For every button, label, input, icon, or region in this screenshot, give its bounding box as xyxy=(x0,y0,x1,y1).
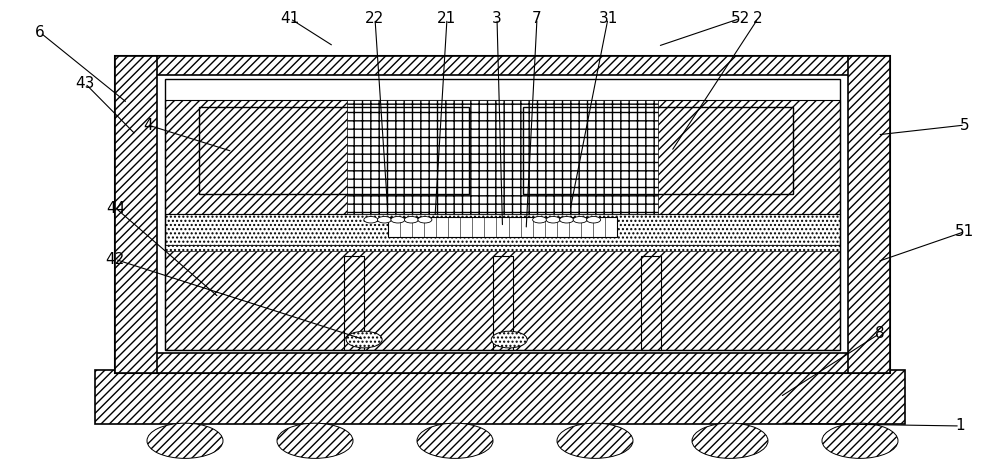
Circle shape xyxy=(560,217,574,223)
Bar xyxy=(165,245,840,350)
Bar xyxy=(95,370,905,424)
Circle shape xyxy=(491,331,527,348)
Circle shape xyxy=(364,217,378,223)
Circle shape xyxy=(404,217,418,223)
Bar xyxy=(165,100,840,214)
Text: 1: 1 xyxy=(955,419,965,433)
Bar xyxy=(115,56,890,373)
Text: 51: 51 xyxy=(955,224,975,239)
Text: 22: 22 xyxy=(365,11,385,26)
Bar xyxy=(115,56,890,75)
Circle shape xyxy=(391,217,405,223)
Circle shape xyxy=(346,331,382,348)
Bar xyxy=(523,107,793,194)
Circle shape xyxy=(377,217,391,223)
Circle shape xyxy=(277,423,353,458)
Text: 2: 2 xyxy=(753,11,763,26)
Text: 42: 42 xyxy=(105,252,125,267)
Bar xyxy=(115,56,157,373)
Bar xyxy=(165,214,840,245)
Circle shape xyxy=(573,217,587,223)
Bar xyxy=(848,56,890,373)
Circle shape xyxy=(587,217,601,223)
Bar xyxy=(165,245,840,251)
Text: 7: 7 xyxy=(532,11,542,26)
Circle shape xyxy=(557,423,633,458)
Text: 8: 8 xyxy=(875,326,885,341)
Text: 3: 3 xyxy=(492,11,502,26)
Text: 21: 21 xyxy=(437,11,457,26)
Text: 31: 31 xyxy=(598,11,618,26)
Bar xyxy=(493,256,513,350)
Circle shape xyxy=(417,423,493,458)
Circle shape xyxy=(692,423,768,458)
Bar xyxy=(199,107,469,194)
Text: 52: 52 xyxy=(730,11,750,26)
Circle shape xyxy=(822,423,898,458)
Text: 4: 4 xyxy=(143,118,153,132)
Text: 41: 41 xyxy=(280,11,300,26)
Text: 44: 44 xyxy=(106,201,126,216)
Circle shape xyxy=(147,423,223,458)
Bar xyxy=(344,256,364,350)
Circle shape xyxy=(418,217,432,223)
Text: 6: 6 xyxy=(35,25,45,40)
Bar xyxy=(347,100,658,214)
Bar xyxy=(165,79,840,350)
Text: 5: 5 xyxy=(960,118,970,132)
Bar xyxy=(641,256,661,350)
Text: 43: 43 xyxy=(75,76,95,91)
Bar xyxy=(388,217,617,238)
Circle shape xyxy=(546,217,560,223)
Bar xyxy=(115,353,890,373)
Circle shape xyxy=(533,217,547,223)
